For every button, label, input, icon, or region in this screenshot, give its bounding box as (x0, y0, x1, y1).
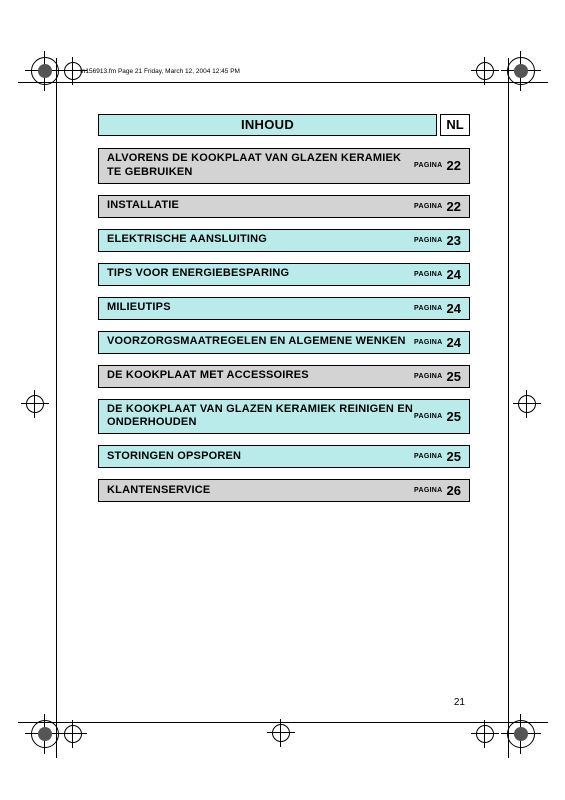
toc-page-label: PAGINA (414, 203, 443, 210)
registration-target-icon (518, 395, 536, 413)
toc-page-number: 25 (447, 449, 461, 464)
toc-page-number: 24 (447, 301, 461, 316)
toc-item: KLANTENSERVICEPAGINA 26 (98, 479, 470, 502)
toc-page-label: PAGINA (414, 237, 443, 244)
registration-mark-icon (507, 720, 535, 748)
toc-item: INSTALLATIEPAGINA 22 (98, 195, 470, 218)
registration-target-icon (476, 725, 494, 743)
toc-page-label: PAGINA (414, 162, 443, 169)
toc-item: DE KOOKPLAAT MET ACCESSOIRESPAGINA 25 (98, 365, 470, 388)
toc-item: STORINGEN OPSPORENPAGINA 25 (98, 445, 470, 468)
toc-item: ALVORENS DE KOOKPLAAT VAN GLAZEN KERAMIE… (98, 148, 470, 184)
toc-item-title: KLANTENSERVICE (107, 484, 414, 498)
table-of-contents: INHOUD NL ALVORENS DE KOOKPLAAT VAN GLAZ… (98, 114, 470, 513)
toc-item: MILIEUTIPSPAGINA 24 (98, 297, 470, 320)
toc-page-label: PAGINA (414, 413, 443, 420)
toc-item: ELEKTRISCHE AANSLUITINGPAGINA 23 (98, 229, 470, 252)
toc-item-title: ELEKTRISCHE AANSLUITING (107, 233, 414, 247)
registration-mark-icon (507, 57, 535, 85)
crop-line (18, 722, 548, 723)
toc-page-number: 25 (447, 409, 461, 424)
toc-item-title: ALVORENS DE KOOKPLAAT VAN GLAZEN KERAMIE… (107, 152, 414, 180)
toc-page-number: 23 (447, 233, 461, 248)
toc-page-label: PAGINA (414, 373, 443, 380)
toc-page-number: 24 (447, 335, 461, 350)
title-row: INHOUD NL (98, 114, 470, 136)
registration-mark-icon (31, 720, 59, 748)
toc-item-title: DE KOOKPLAAT VAN GLAZEN KERAMIEK REINIGE… (107, 403, 414, 431)
toc-page-number: 25 (447, 369, 461, 384)
toc-item: TIPS VOOR ENERGIEBESPARINGPAGINA 24 (98, 263, 470, 286)
print-metadata: In156913.fm Page 21 Friday, March 12, 20… (80, 68, 240, 75)
toc-page-number: 26 (447, 483, 461, 498)
toc-item-title: DE KOOKPLAAT MET ACCESSOIRES (107, 369, 414, 383)
toc-item: VOORZORGSMAATREGELEN EN ALGEMENE WENKENP… (98, 331, 470, 354)
registration-target-icon (26, 395, 44, 413)
toc-item-title: VOORZORGSMAATREGELEN EN ALGEMENE WENKEN (107, 335, 414, 349)
registration-mark-icon (31, 57, 59, 85)
toc-page-label: PAGINA (414, 305, 443, 312)
toc-item-title: INSTALLATIE (107, 199, 414, 213)
registration-target-icon (476, 62, 494, 80)
toc-page-number: 22 (447, 199, 461, 214)
toc-page-label: PAGINA (414, 487, 443, 494)
crop-line (508, 58, 509, 758)
document-page: In156913.fm Page 21 Friday, March 12, 20… (0, 0, 565, 800)
registration-target-icon (272, 724, 290, 742)
toc-item: DE KOOKPLAAT VAN GLAZEN KERAMIEK REINIGE… (98, 399, 470, 435)
toc-item-title: MILIEUTIPS (107, 301, 414, 315)
crop-line (18, 82, 548, 83)
toc-item-title: STORINGEN OPSPOREN (107, 450, 414, 464)
toc-page-label: PAGINA (414, 339, 443, 346)
toc-page-label: PAGINA (414, 453, 443, 460)
toc-page-number: 24 (447, 267, 461, 282)
page-number: 21 (454, 697, 465, 708)
toc-item-title: TIPS VOOR ENERGIEBESPARING (107, 267, 414, 281)
toc-page-label: PAGINA (414, 271, 443, 278)
page-title: INHOUD (98, 114, 437, 136)
toc-page-number: 22 (447, 158, 461, 173)
crop-line (56, 58, 57, 758)
registration-target-icon (64, 725, 82, 743)
language-badge: NL (440, 114, 470, 136)
